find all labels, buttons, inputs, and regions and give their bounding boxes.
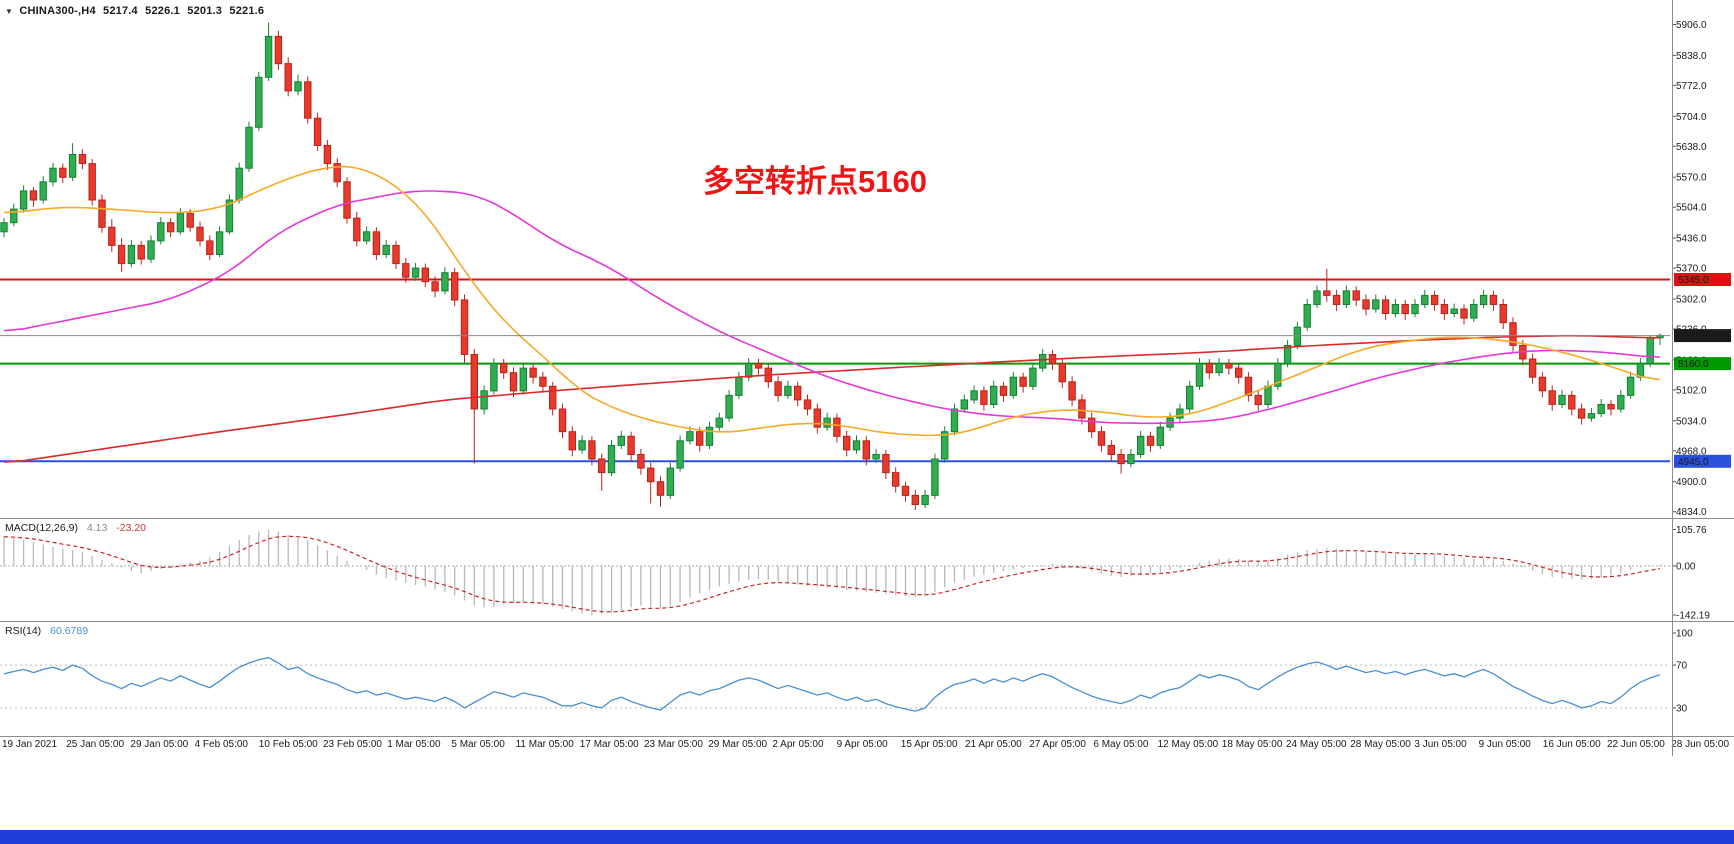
svg-text:0.00: 0.00 [1676, 562, 1696, 573]
svg-text:5221.6: 5221.6 [1678, 331, 1709, 342]
time-axis-label: 9 Jun 05:00 [1478, 739, 1531, 750]
time-axis-label: 22 Jun 05:00 [1607, 739, 1665, 750]
time-axis-label: 11 Mar 05:00 [515, 739, 574, 750]
svg-text:5034.0: 5034.0 [1676, 416, 1707, 427]
macd-signal-line [3, 535, 1661, 613]
svg-text:5302.0: 5302.0 [1676, 295, 1707, 306]
panel-divider-rsi[interactable] [0, 621, 1734, 622]
time-axis-label: 21 Apr 05:00 [965, 739, 1022, 750]
macd-label-text: MACD(12,26,9) [5, 522, 78, 534]
time-axis-label: 5 Mar 05:00 [451, 739, 505, 750]
moving-averages [3, 165, 1661, 463]
time-axis-label: 3 Jun 05:00 [1414, 739, 1467, 750]
main-price-chart[interactable]: 5906.0 5838.0 5772.0 5704.0 5638.0 5570.0 5504… [0, 0, 1734, 519]
time-axis-label: 16 Jun 05:00 [1542, 739, 1601, 750]
macd-signal-value: -23.20 [116, 522, 147, 534]
svg-text:4834.0: 4834.0 [1676, 507, 1707, 518]
rsi-axis-labels[interactable]: 100 70 30 [1672, 629, 1693, 715]
time-axis-label: 28 May 05:00 [1350, 739, 1411, 750]
time-axis-label: 29 Jan 05:00 [130, 739, 189, 750]
time-axis-label: 29 Mar 05:00 [708, 739, 768, 750]
macd-indicator-label: MACD(12,26,9) 4.13 -23.20 [5, 522, 146, 534]
candles-layer[interactable] [0, 22, 1664, 510]
svg-text:5370.0: 5370.0 [1676, 264, 1707, 275]
rsi-indicator-label: RSI(14) 60.6789 [5, 625, 88, 637]
time-axis-label: 25 Jan 05:00 [66, 739, 125, 750]
time-axis-label: 4 Feb 05:00 [194, 739, 248, 750]
price-level-lines[interactable] [0, 278, 1670, 463]
svg-text:5570.0: 5570.0 [1676, 173, 1707, 184]
time-axis-label: 27 Apr 05:00 [1029, 739, 1086, 750]
symbol-info-bar: ▼ CHINA300-,H4 5217.4 5226.1 5201.3 5221… [5, 5, 268, 17]
svg-text:4945.0: 4945.0 [1678, 457, 1709, 468]
ma-slow-red-line [3, 334, 1661, 463]
time-axis[interactable]: 19 Jan 2021 25 Jan 05:00 29 Jan 05:00 4 Feb… [0, 739, 1734, 755]
symbol-dropdown-icon[interactable]: ▼ [5, 7, 14, 16]
ohlc-open: 5217.4 [103, 5, 138, 17]
svg-text:5160.0: 5160.0 [1678, 359, 1709, 370]
time-axis-label: 9 Apr 05:00 [836, 739, 888, 750]
time-axis-label: 23 Feb 05:00 [323, 739, 382, 750]
svg-text:30: 30 [1676, 703, 1688, 714]
time-axis-label: 17 Mar 05:00 [579, 739, 639, 750]
svg-text:-142.19: -142.19 [1676, 611, 1710, 622]
svg-text:5772.0: 5772.0 [1676, 81, 1707, 92]
svg-text:70: 70 [1676, 661, 1688, 672]
time-axis-label: 6 May 05:00 [1093, 739, 1149, 750]
time-axis-label: 18 May 05:00 [1221, 739, 1283, 750]
time-axis-label: 2 Apr 05:00 [772, 739, 824, 750]
rsi-line [3, 656, 1661, 712]
rsi-label-text: RSI(14) [5, 625, 42, 637]
svg-text:4900.0: 4900.0 [1676, 477, 1707, 488]
svg-text:5436.0: 5436.0 [1676, 234, 1707, 245]
bottom-bar [0, 830, 1734, 844]
price-axis-divider [1672, 0, 1673, 756]
ma-mid-magenta-line [3, 190, 1661, 425]
macd-histogram [3, 529, 1661, 615]
svg-text:105.76: 105.76 [1676, 525, 1707, 536]
ohlc-low: 5201.3 [187, 5, 223, 17]
svg-text:5906.0: 5906.0 [1676, 20, 1707, 31]
svg-text:5345.0: 5345.0 [1678, 275, 1709, 286]
macd-axis-labels[interactable]: 105.76 0.00 -142.19 [1672, 525, 1710, 622]
time-axis-divider [0, 736, 1734, 737]
rsi-panel[interactable]: 100 70 30 [0, 622, 1734, 736]
svg-text:100: 100 [1676, 629, 1693, 640]
symbol-period-label: CHINA300-,H4 [19, 5, 96, 17]
time-axis-label: 12 May 05:00 [1157, 739, 1219, 750]
ohlc-high: 5226.1 [145, 5, 181, 17]
svg-text:5704.0: 5704.0 [1676, 112, 1707, 123]
time-axis-label: 15 Apr 05:00 [900, 739, 958, 750]
ma-fast-orange-line [3, 165, 1661, 437]
ohlc-close: 5221.6 [229, 5, 265, 17]
time-axis-label: 28 Jun 05:00 [1671, 739, 1730, 750]
time-axis-label: 10 Feb 05:00 [258, 739, 318, 750]
price-badges: 5345.0 5221.6 5160.0 4945.0 [1674, 273, 1731, 468]
svg-text:4968.0: 4968.0 [1676, 446, 1707, 457]
macd-panel[interactable]: 105.76 0.00 -142.19 [0, 519, 1734, 622]
time-axis-label: 19 Jan 2021 [2, 739, 58, 750]
price-axis-labels[interactable]: 5906.0 5838.0 5772.0 5704.0 5638.0 5570.0 5504… [1672, 20, 1707, 518]
annotation-text: 多空转折点5160 [703, 164, 927, 199]
time-axis-label: 23 Mar 05:00 [644, 739, 703, 750]
svg-text:5102.0: 5102.0 [1676, 385, 1707, 396]
panel-divider-macd[interactable] [0, 518, 1734, 519]
macd-main-value: 4.13 [86, 522, 108, 534]
svg-text:5504.0: 5504.0 [1676, 203, 1707, 214]
time-axis-label: 24 May 05:00 [1286, 739, 1347, 750]
svg-text:5838.0: 5838.0 [1676, 51, 1707, 62]
time-axis-label: 1 Mar 05:00 [387, 739, 441, 750]
rsi-value: 60.6789 [50, 625, 89, 637]
svg-text:5638.0: 5638.0 [1676, 142, 1707, 153]
